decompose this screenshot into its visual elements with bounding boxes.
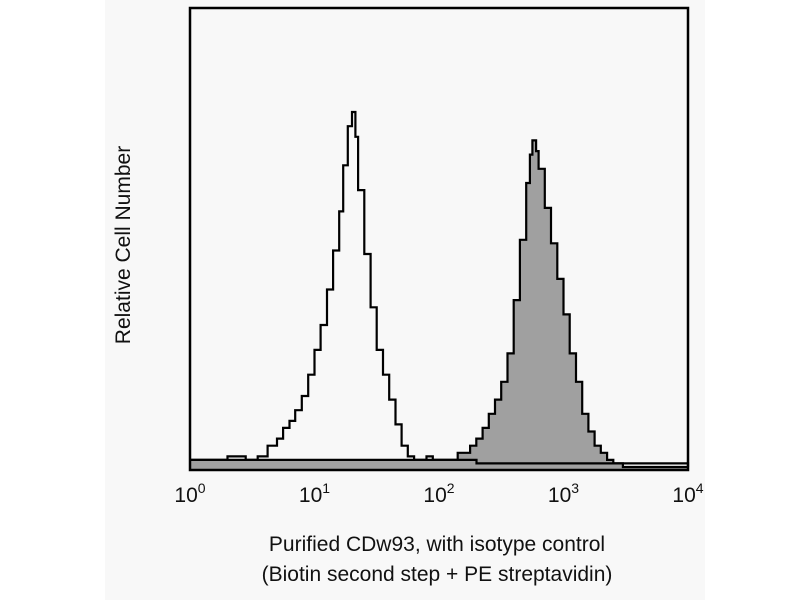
filled-histogram-outline [190, 139, 688, 469]
x-tick-exponent: 1 [322, 480, 330, 496]
x-tick-exponent: 0 [198, 480, 206, 496]
x-tick-label: 102 [423, 480, 454, 507]
x-tick-exponent: 4 [696, 480, 704, 496]
figure-panel [105, 0, 705, 600]
open-histogram-outline [190, 110, 690, 467]
x-tick-base: 10 [299, 484, 322, 507]
x-tick-base: 10 [174, 484, 197, 507]
svg-text:101: 101 [299, 480, 330, 507]
x-axis-label-line-2: (Biotin second step + PE streptavidin) [261, 563, 613, 586]
x-tick-exponent: 2 [447, 480, 455, 496]
x-tick-base: 10 [672, 484, 695, 507]
x-tick-exponent: 3 [571, 480, 579, 496]
x-tick-label: 103 [548, 480, 579, 507]
svg-text:102: 102 [423, 480, 454, 507]
x-tick-label: 104 [672, 480, 703, 507]
x-tick-label: 100 [174, 480, 205, 507]
x-tick-label: 101 [299, 480, 330, 507]
filled-histogram-area [190, 140, 688, 469]
plot-frame [188, 6, 690, 472]
x-tick-base: 10 [548, 484, 571, 507]
x-axis-label-line-1: Purified CDw93, with isotype control [268, 533, 606, 556]
y-axis-label: Relative Cell Number [112, 145, 135, 345]
svg-text:103: 103 [548, 480, 579, 507]
svg-text:100: 100 [174, 480, 205, 507]
svg-text:104: 104 [672, 480, 703, 507]
x-tick-base: 10 [423, 484, 446, 507]
